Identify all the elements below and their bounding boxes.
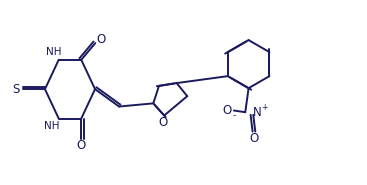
Text: O: O bbox=[249, 132, 259, 145]
Text: -: - bbox=[232, 111, 236, 120]
Text: NH: NH bbox=[46, 47, 61, 57]
Text: O: O bbox=[77, 139, 86, 152]
Text: O: O bbox=[97, 33, 106, 46]
Text: O: O bbox=[158, 116, 167, 129]
Text: NH: NH bbox=[44, 121, 59, 131]
Text: S: S bbox=[12, 83, 19, 96]
Text: O: O bbox=[223, 104, 232, 117]
Text: +: + bbox=[261, 103, 267, 112]
Text: N: N bbox=[252, 106, 261, 119]
